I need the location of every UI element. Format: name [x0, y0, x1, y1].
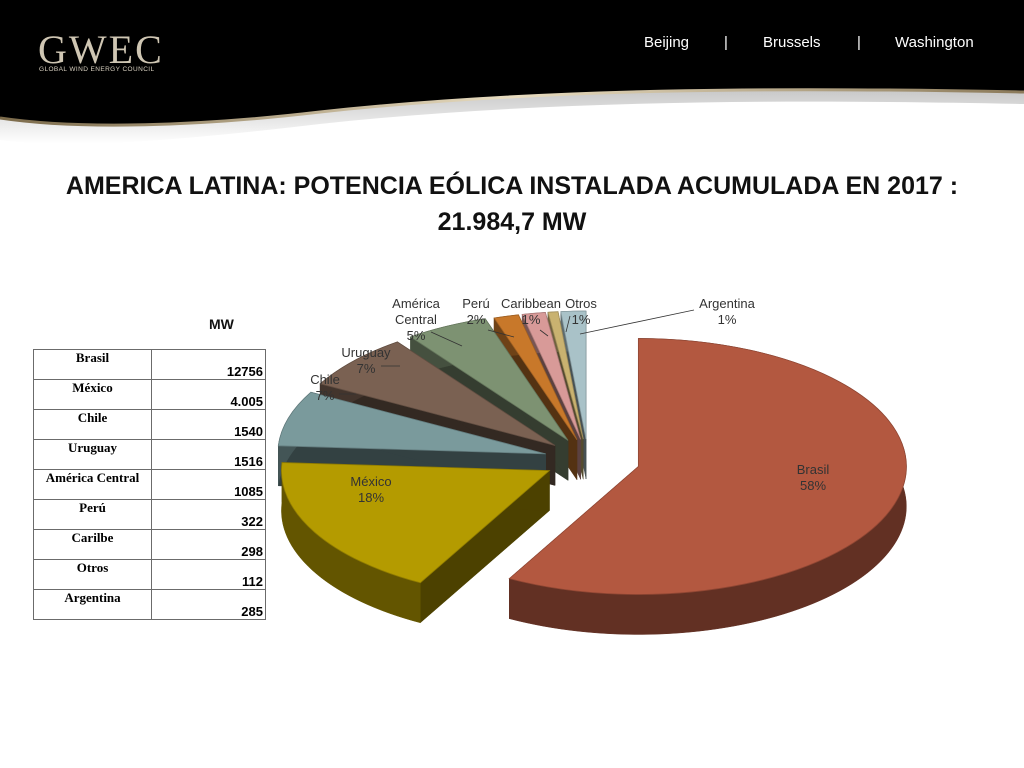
table-cell-mw: 1085: [151, 469, 266, 500]
slice-name-label: Argentina: [699, 296, 755, 311]
table-cell-mw: 322: [151, 499, 266, 530]
slice-name-label: Perú: [462, 296, 489, 311]
slice-name-label: Caribbean: [501, 296, 561, 311]
table-row: México 4.005: [33, 379, 266, 410]
leader-line: [565, 315, 571, 333]
slice-percent-label: 7%: [316, 388, 335, 403]
slice-name-label: Central: [395, 312, 437, 327]
slice-percent-label: 1%: [718, 312, 737, 327]
table-cell-mw: 112: [151, 559, 266, 590]
table-row: Otros 112: [33, 559, 266, 590]
page-title-line1: AMERICA LATINA: POTENCIA EÓLICA INSTALAD…: [65, 172, 959, 200]
slice-percent-label: 7%: [357, 361, 376, 376]
leader-line: [430, 331, 463, 347]
slice-percent-label: 2%: [467, 312, 486, 327]
table-cell-country: Chile: [33, 409, 152, 440]
slice-percent-label: 1%: [572, 312, 591, 327]
slice-percent-label: 58%: [800, 478, 826, 493]
slice-percent-label: 18%: [358, 490, 384, 505]
table-cell-mw: 4.005: [151, 379, 266, 410]
page-title-line2: 21.984,7 MW: [437, 208, 587, 236]
pie-slice-méxico: [281, 462, 551, 624]
nav-separator: |: [857, 34, 861, 51]
slice-percent-label: 1%: [522, 312, 541, 327]
table-row: Carilbe 298: [33, 529, 266, 560]
leader-line: [487, 329, 515, 338]
slice-name-label: México: [350, 474, 391, 489]
table-cell-mw: 285: [151, 589, 266, 620]
slice-name-label: América: [392, 296, 440, 311]
table-row: Uruguay 1516: [33, 439, 266, 470]
nav-separator: |: [724, 34, 728, 51]
slice-name-label: Otros: [565, 296, 597, 311]
table-row: Perú 322: [33, 499, 266, 530]
table-cell-mw: 1516: [151, 439, 266, 470]
table-cell-country: Argentina: [33, 589, 152, 620]
table-row: Chile 1540: [33, 409, 266, 440]
slice-name-label: Chile: [310, 372, 340, 387]
nav-link-brussels[interactable]: Brussels: [763, 34, 821, 51]
nav-link-beijing[interactable]: Beijing: [644, 34, 690, 51]
header-banner: [0, 0, 1024, 144]
slice-name-label: Uruguay: [341, 345, 391, 360]
slice-name-label: Brasil: [797, 462, 830, 477]
capacity-table: Brasil 12756 México 4.005 Chile 1540 Uruguay 15…: [33, 349, 266, 620]
table-row: Brasil 12756: [33, 349, 266, 380]
gwec-logo-subtitle: GLOBAL WIND ENERGY COUNCIL: [39, 66, 155, 73]
table-unit-header: MW: [209, 316, 234, 332]
slice-percent-label: 5%: [407, 328, 426, 343]
table-cell-mw: 1540: [151, 409, 266, 440]
table-cell-country: Perú: [33, 499, 152, 530]
nav-link-washington[interactable]: Washington: [895, 34, 974, 51]
leader-line: [579, 309, 695, 335]
gwec-logo: GWEC: [38, 27, 164, 72]
table-row: Argentina 285: [33, 589, 266, 620]
page-title: AMERICA LATINA: POTENCIA EÓLICA INSTALAD…: [40, 168, 984, 240]
pie-slice-brasil: [508, 338, 907, 635]
leader-line: [539, 329, 549, 337]
